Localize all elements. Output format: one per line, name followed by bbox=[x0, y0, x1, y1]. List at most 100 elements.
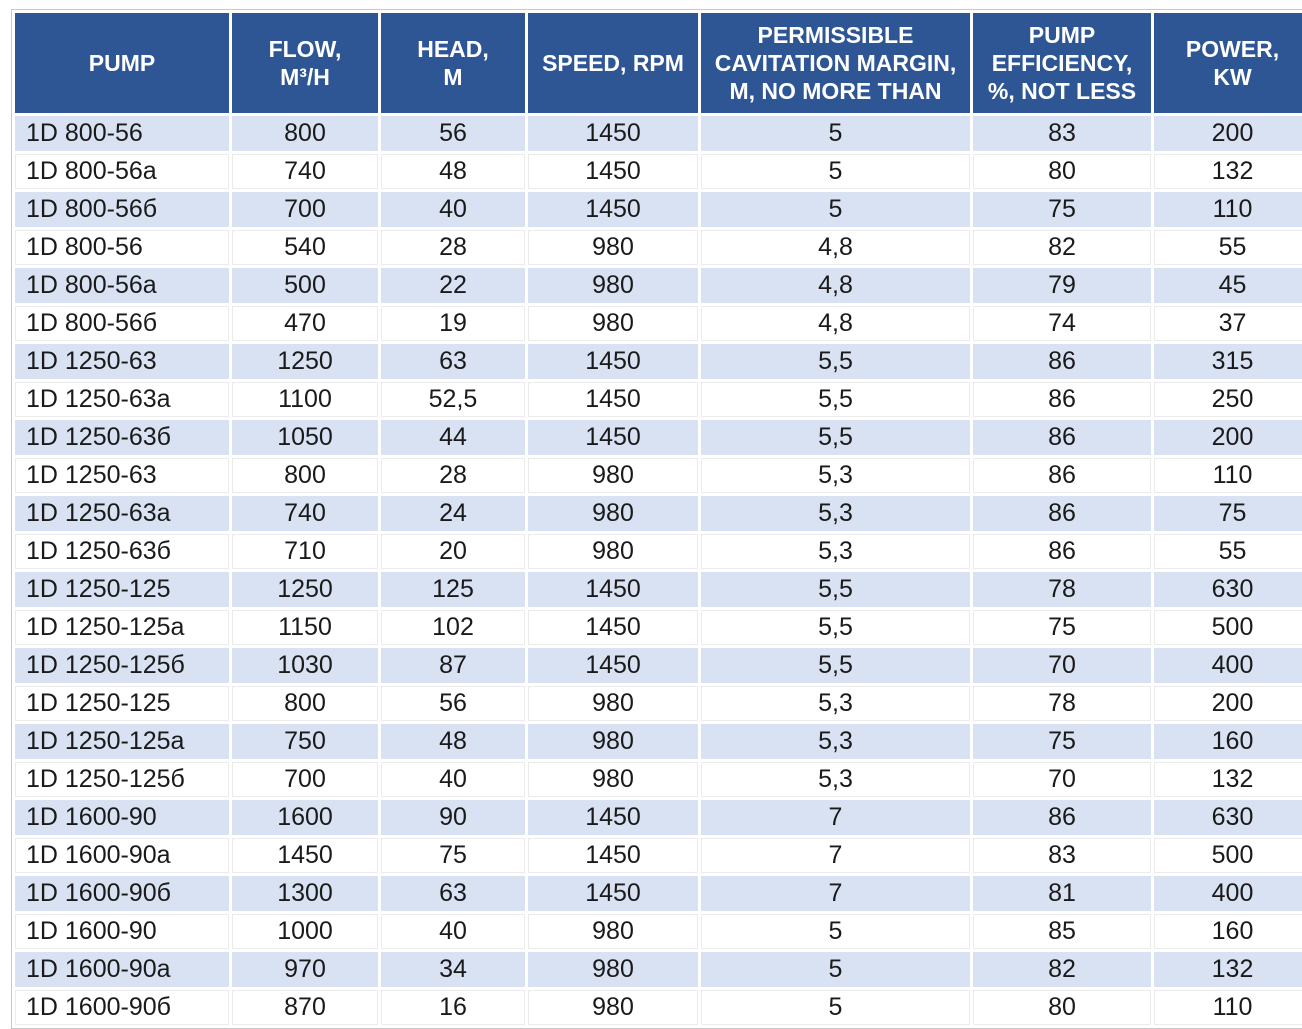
value-cell-flow: 1250 bbox=[232, 344, 378, 379]
value-cell-power: 132 bbox=[1154, 952, 1302, 987]
value-cell-efficiency: 80 bbox=[973, 990, 1151, 1025]
value-cell-cavitation: 7 bbox=[701, 838, 970, 873]
value-cell-power: 110 bbox=[1154, 192, 1302, 227]
table-body: 1D 800-56 800 56 1450 5 83 200 1D 800-56a 740 48 1… bbox=[15, 116, 1302, 1025]
value-cell-cavitation: 5,5 bbox=[701, 610, 970, 645]
value-cell-head: 40 bbox=[381, 914, 525, 949]
value-cell-cavitation: 4,8 bbox=[701, 230, 970, 265]
table-row: 1D 1600-90 1600 90 1450 7 86 630 bbox=[15, 800, 1302, 835]
value-cell-flow: 1300 bbox=[232, 876, 378, 911]
value-cell-speed: 980 bbox=[528, 268, 698, 303]
value-cell-flow: 800 bbox=[232, 458, 378, 493]
value-cell-head: 48 bbox=[381, 154, 525, 189]
column-header-power: POWER, KW bbox=[1154, 13, 1302, 113]
value-cell-cavitation: 4,8 bbox=[701, 306, 970, 341]
value-cell-speed: 1450 bbox=[528, 154, 698, 189]
pump-name-cell: 1D 1600-90б bbox=[15, 990, 229, 1025]
value-cell-cavitation: 7 bbox=[701, 800, 970, 835]
value-cell-speed: 1450 bbox=[528, 344, 698, 379]
value-cell-cavitation: 5,3 bbox=[701, 762, 970, 797]
value-cell-power: 630 bbox=[1154, 800, 1302, 835]
value-cell-speed: 980 bbox=[528, 914, 698, 949]
value-cell-cavitation: 5,3 bbox=[701, 686, 970, 721]
pump-name-cell: 1D 1600-90 bbox=[15, 914, 229, 949]
value-cell-speed: 980 bbox=[528, 458, 698, 493]
value-cell-cavitation: 5,3 bbox=[701, 534, 970, 569]
table-row: 1D 1250-63б 1050 44 1450 5,5 86 200 bbox=[15, 420, 1302, 455]
value-cell-head: 44 bbox=[381, 420, 525, 455]
value-cell-power: 55 bbox=[1154, 534, 1302, 569]
table-row: 1D 800-56 540 28 980 4,8 82 55 bbox=[15, 230, 1302, 265]
value-cell-flow: 1450 bbox=[232, 838, 378, 873]
value-cell-cavitation: 5,3 bbox=[701, 496, 970, 531]
value-cell-flow: 1150 bbox=[232, 610, 378, 645]
column-header-cavitation: PERMISSIBLE CAVITATION MARGIN, M, NO MOR… bbox=[701, 13, 970, 113]
value-cell-speed: 980 bbox=[528, 496, 698, 531]
value-cell-speed: 1450 bbox=[528, 382, 698, 417]
value-cell-efficiency: 86 bbox=[973, 420, 1151, 455]
value-cell-cavitation: 5 bbox=[701, 116, 970, 151]
value-cell-flow: 700 bbox=[232, 762, 378, 797]
table-row: 1D 1250-63б 710 20 980 5,3 86 55 bbox=[15, 534, 1302, 569]
value-cell-efficiency: 75 bbox=[973, 610, 1151, 645]
value-cell-efficiency: 86 bbox=[973, 382, 1151, 417]
value-cell-power: 315 bbox=[1154, 344, 1302, 379]
value-cell-efficiency: 86 bbox=[973, 534, 1151, 569]
value-cell-speed: 1450 bbox=[528, 116, 698, 151]
value-cell-head: 56 bbox=[381, 116, 525, 151]
pump-name-cell: 1D 1600-90a bbox=[15, 838, 229, 873]
value-cell-head: 40 bbox=[381, 762, 525, 797]
value-cell-cavitation: 4,8 bbox=[701, 268, 970, 303]
value-cell-efficiency: 83 bbox=[973, 116, 1151, 151]
value-cell-efficiency: 86 bbox=[973, 458, 1151, 493]
value-cell-flow: 1600 bbox=[232, 800, 378, 835]
pump-name-cell: 1D 800-56б bbox=[15, 192, 229, 227]
table-header: PUMP FLOW, M³/H HEAD, M SPEED, RPM PERMISSIB… bbox=[15, 13, 1302, 113]
value-cell-speed: 1450 bbox=[528, 648, 698, 683]
value-cell-speed: 980 bbox=[528, 686, 698, 721]
table-row: 1D 800-56б 700 40 1450 5 75 110 bbox=[15, 192, 1302, 227]
value-cell-efficiency: 75 bbox=[973, 724, 1151, 759]
pump-name-cell: 1D 800-56 bbox=[15, 116, 229, 151]
value-cell-power: 250 bbox=[1154, 382, 1302, 417]
value-cell-speed: 1450 bbox=[528, 838, 698, 873]
pump-spec-table-container: PUMP FLOW, M³/H HEAD, M SPEED, RPM PERMISSIB… bbox=[11, 9, 1302, 1029]
value-cell-efficiency: 82 bbox=[973, 952, 1151, 987]
pump-name-cell: 1D 1250-125б bbox=[15, 648, 229, 683]
pump-name-cell: 1D 800-56a bbox=[15, 154, 229, 189]
table-row: 1D 800-56б 470 19 980 4,8 74 37 bbox=[15, 306, 1302, 341]
value-cell-cavitation: 5 bbox=[701, 154, 970, 189]
value-cell-cavitation: 5 bbox=[701, 914, 970, 949]
value-cell-cavitation: 5,3 bbox=[701, 724, 970, 759]
pump-name-cell: 1D 1250-63a bbox=[15, 382, 229, 417]
pump-name-cell: 1D 1600-90 bbox=[15, 800, 229, 835]
value-cell-speed: 1450 bbox=[528, 610, 698, 645]
value-cell-efficiency: 74 bbox=[973, 306, 1151, 341]
value-cell-power: 45 bbox=[1154, 268, 1302, 303]
pump-name-cell: 1D 800-56 bbox=[15, 230, 229, 265]
pump-name-cell: 1D 1250-125a bbox=[15, 724, 229, 759]
value-cell-flow: 1050 bbox=[232, 420, 378, 455]
value-cell-head: 34 bbox=[381, 952, 525, 987]
column-header-flow: FLOW, M³/H bbox=[232, 13, 378, 113]
pump-name-cell: 1D 1250-63б bbox=[15, 534, 229, 569]
value-cell-head: 28 bbox=[381, 458, 525, 493]
value-cell-cavitation: 5,5 bbox=[701, 648, 970, 683]
header-row: PUMP FLOW, M³/H HEAD, M SPEED, RPM PERMISSIB… bbox=[15, 13, 1302, 113]
value-cell-head: 40 bbox=[381, 192, 525, 227]
value-cell-speed: 980 bbox=[528, 762, 698, 797]
value-cell-power: 630 bbox=[1154, 572, 1302, 607]
table-row: 1D 1250-125a 750 48 980 5,3 75 160 bbox=[15, 724, 1302, 759]
pump-name-cell: 1D 1250-125б bbox=[15, 762, 229, 797]
table-row: 1D 1250-125б 1030 87 1450 5,5 70 400 bbox=[15, 648, 1302, 683]
value-cell-head: 52,5 bbox=[381, 382, 525, 417]
table-row: 1D 1250-63a 740 24 980 5,3 86 75 bbox=[15, 496, 1302, 531]
value-cell-cavitation: 5 bbox=[701, 192, 970, 227]
pump-spec-table: PUMP FLOW, M³/H HEAD, M SPEED, RPM PERMISSIB… bbox=[11, 9, 1302, 1029]
table-row: 1D 1250-63 800 28 980 5,3 86 110 bbox=[15, 458, 1302, 493]
value-cell-speed: 980 bbox=[528, 306, 698, 341]
value-cell-flow: 740 bbox=[232, 154, 378, 189]
table-row: 1D 1250-125б 700 40 980 5,3 70 132 bbox=[15, 762, 1302, 797]
value-cell-speed: 1450 bbox=[528, 572, 698, 607]
value-cell-efficiency: 86 bbox=[973, 496, 1151, 531]
